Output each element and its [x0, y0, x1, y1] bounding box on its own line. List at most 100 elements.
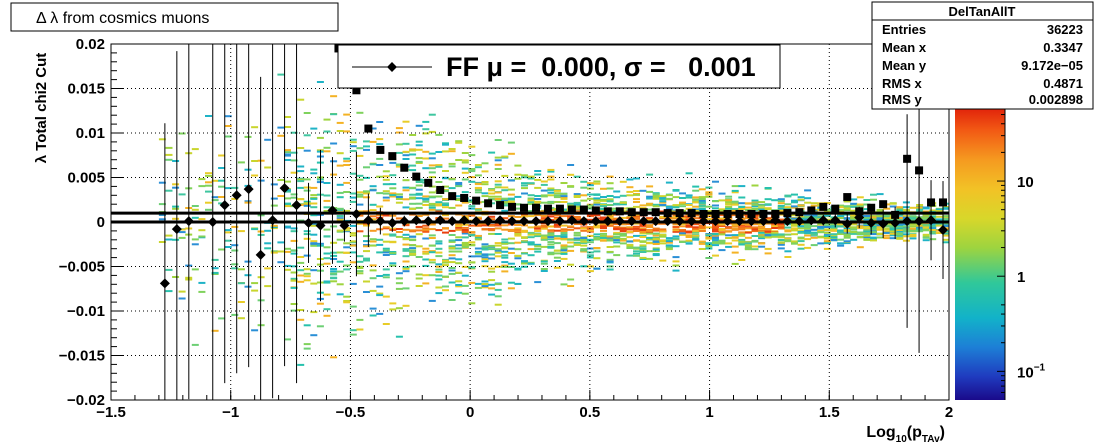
heatmap-cell	[211, 273, 219, 275]
heatmap-cell	[606, 224, 614, 227]
rms-marker	[867, 203, 876, 212]
heatmap-cell	[158, 218, 166, 221]
heatmap-cell	[916, 230, 924, 233]
heatmap-cell	[455, 271, 463, 274]
heatmap-cell	[468, 266, 476, 269]
heatmap-cell	[929, 229, 937, 232]
heatmap-cell	[784, 206, 792, 209]
heatmap-cell	[850, 205, 858, 208]
heatmap-cell	[481, 260, 489, 263]
heatmap-cell	[725, 242, 733, 245]
heatmap-cell	[837, 209, 845, 212]
heatmap-cell	[455, 280, 463, 283]
mean-marker	[291, 200, 302, 211]
heatmap-cell	[606, 235, 614, 238]
heatmap-cell	[343, 242, 351, 245]
heatmap-cell	[633, 247, 640, 250]
mean-marker	[447, 216, 458, 227]
heatmap-cell	[553, 189, 561, 192]
heatmap-cell	[698, 248, 706, 250]
heatmap-cell	[646, 250, 654, 253]
heatmap-cell	[461, 274, 469, 277]
heatmap-cell	[540, 226, 548, 229]
heatmap-cell	[534, 281, 542, 284]
heatmap-cell	[672, 204, 680, 207]
heatmap-cell	[501, 186, 509, 189]
heatmap-cell	[224, 135, 232, 138]
rms-marker	[711, 209, 720, 218]
heatmap-cell	[567, 215, 575, 218]
heatmap-cell	[876, 236, 884, 239]
heatmap-cell	[586, 254, 594, 257]
heatmap-cell	[672, 237, 680, 240]
heatmap-cell	[909, 225, 917, 228]
heatmap-cell	[600, 227, 607, 230]
heatmap-cell	[534, 178, 542, 181]
heatmap-cell	[573, 201, 581, 204]
heatmap-cell	[856, 232, 864, 235]
heatmap-cell	[363, 245, 370, 248]
y-tick-label: 0.015	[67, 81, 105, 98]
heatmap-cell	[909, 233, 917, 236]
heatmap-cell	[224, 231, 232, 234]
heatmap-cell	[455, 291, 463, 294]
mean-marker	[507, 216, 518, 227]
heatmap-cell	[633, 246, 640, 249]
heatmap-cell	[323, 280, 331, 283]
heatmap-cell	[777, 236, 785, 239]
heatmap-cell	[527, 243, 535, 246]
heatmap-cell	[191, 238, 199, 241]
heatmap-cell	[422, 150, 430, 153]
heatmap-cell	[494, 223, 502, 226]
heatmap-cell	[507, 252, 515, 254]
heatmap-cell	[455, 141, 463, 144]
heatmap-cell	[784, 250, 792, 253]
heatmap-cell	[409, 153, 417, 156]
heatmap-cell	[797, 231, 805, 234]
heatmap-cell	[823, 237, 831, 239]
heatmap-cell	[870, 239, 877, 242]
heatmap-cell	[303, 189, 311, 192]
heatmap-cell	[659, 201, 667, 204]
heatmap-cell	[382, 175, 390, 178]
heatmap-cell	[797, 237, 805, 240]
heatmap-cell	[573, 205, 581, 208]
heatmap-cell	[323, 210, 331, 213]
heatmap-cell	[540, 227, 548, 230]
mean-marker	[746, 216, 757, 227]
heatmap-cell	[646, 229, 654, 232]
heatmap-cell	[382, 214, 390, 217]
heatmap-cell	[902, 239, 910, 242]
heatmap-cell	[422, 227, 430, 230]
heatmap-cell	[270, 204, 278, 207]
heatmap-cell	[652, 196, 660, 199]
heatmap-cell	[553, 249, 561, 252]
heatmap-cell	[488, 293, 496, 296]
heatmap-cell	[389, 192, 397, 195]
heatmap-cell	[527, 233, 535, 236]
heatmap-cell	[448, 254, 456, 257]
heatmap-cell	[698, 207, 706, 210]
heatmap-cell	[922, 224, 930, 227]
heatmap-cell	[303, 233, 311, 236]
heatmap-cell	[422, 157, 430, 160]
heatmap-cell	[356, 222, 364, 225]
heatmap-cell	[902, 228, 910, 231]
heatmap-cell	[369, 163, 377, 166]
heatmap-cell	[474, 189, 482, 191]
heatmap-cell	[435, 164, 443, 167]
heatmap-cell	[718, 240, 726, 243]
mean-marker	[339, 220, 350, 231]
heatmap-cell	[731, 251, 739, 254]
heatmap-cell	[738, 243, 746, 246]
heatmap-cell	[804, 226, 812, 229]
heatmap-cell	[633, 230, 640, 232]
heatmap-cell	[896, 225, 904, 228]
stats-label-mean-y: Mean y	[882, 58, 927, 73]
heatmap-cell	[586, 227, 594, 230]
heatmap-cell	[501, 201, 509, 204]
heatmap-cell	[573, 234, 581, 237]
heatmap-cell	[382, 240, 390, 243]
heatmap-cell	[718, 223, 726, 226]
heatmap-cell	[942, 232, 950, 235]
